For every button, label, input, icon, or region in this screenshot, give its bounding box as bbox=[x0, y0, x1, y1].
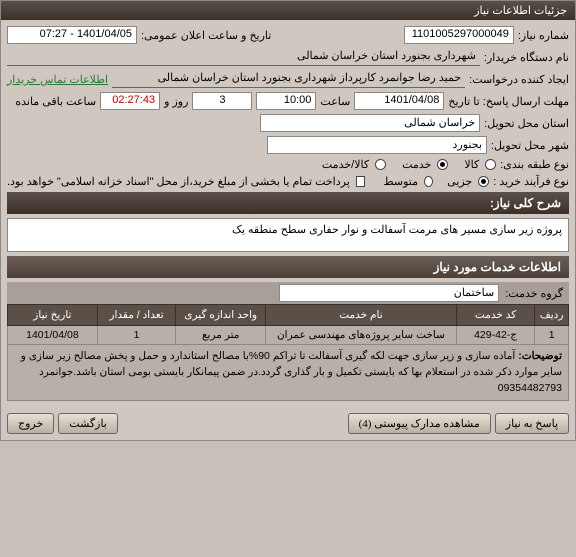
spec-text: آماده سازی و زیر سازی جهت لکه گیری آسفال… bbox=[21, 350, 562, 394]
city-label: شهر محل تحویل: bbox=[491, 139, 569, 152]
radio-goods[interactable] bbox=[485, 159, 496, 170]
service-group-row: گروه خدمت: ساختمان bbox=[7, 282, 569, 304]
need-desc-text: پروژه زیر سازی مسیر های مرمت آسفالت و نو… bbox=[7, 218, 569, 252]
treasury-checkbox[interactable] bbox=[356, 176, 365, 187]
td-qty: 1 bbox=[97, 326, 176, 345]
radio-goods-label: کالا bbox=[464, 158, 479, 171]
buyer-label: نام دستگاه خریدار: bbox=[484, 51, 569, 64]
table-row: 1 ج-42-429 ساخت سایر پروژه‌های مهندسی عم… bbox=[8, 326, 569, 345]
back-button[interactable]: بازگشت bbox=[58, 413, 118, 434]
spec-row: توضیحات: آماده سازی و زیر سازی جهت لکه گ… bbox=[8, 345, 569, 401]
radio-service[interactable] bbox=[437, 159, 448, 170]
services-band: اطلاعات خدمات مورد نیاز bbox=[7, 256, 569, 278]
deadline-date: 1401/04/08 bbox=[354, 92, 444, 110]
province-value: خراسان شمالی bbox=[260, 114, 480, 132]
th-qty: تعداد / مقدار bbox=[97, 305, 176, 326]
th-date: تاریخ نیاز bbox=[8, 305, 98, 326]
th-code: کد خدمت bbox=[456, 305, 535, 326]
days-left: 3 bbox=[192, 92, 252, 110]
deadline-label: مهلت ارسال پاسخ: تا تاریخ bbox=[448, 95, 569, 108]
td-row: 1 bbox=[535, 326, 569, 345]
radio-medium-label: متوسط bbox=[383, 175, 418, 188]
th-name: نام خدمت bbox=[266, 305, 457, 326]
radio-medium[interactable] bbox=[424, 176, 433, 187]
radio-minor[interactable] bbox=[478, 176, 489, 187]
deadline-time: 10:00 bbox=[256, 92, 316, 110]
th-unit: واحد اندازه گیری bbox=[176, 305, 266, 326]
need-no-label: شماره نیاز: bbox=[518, 29, 569, 42]
radio-both[interactable] bbox=[375, 159, 386, 170]
footer-bar: پاسخ به نیاز مشاهده مدارک پیوستی (4) باز… bbox=[1, 407, 575, 440]
radio-service-label: خدمت bbox=[402, 158, 431, 171]
attachments-button[interactable]: مشاهده مدارک پیوستی (4) bbox=[348, 413, 491, 434]
td-name: ساخت سایر پروژه‌های مهندسی عمران bbox=[266, 326, 457, 345]
type-label: نوع طبقه بندی: bbox=[500, 158, 569, 171]
service-group-value: ساختمان bbox=[279, 284, 499, 302]
td-unit: متر مربع bbox=[176, 326, 266, 345]
city-value: بجنورد bbox=[267, 136, 487, 154]
respond-button[interactable]: پاسخ به نیاز bbox=[495, 413, 569, 434]
service-group-label: گروه خدمت: bbox=[505, 287, 563, 300]
radio-both-label: کالا/خدمت bbox=[322, 158, 369, 171]
province-label: استان محل تحویل: bbox=[484, 117, 569, 130]
announce-label: تاریخ و ساعت اعلان عمومی: bbox=[141, 29, 271, 42]
exit-button[interactable]: خروج bbox=[7, 413, 54, 434]
remaining-label: ساعت باقی مانده bbox=[15, 95, 96, 108]
buyer-value: شهرداری بجنورد استان خراسان شمالی bbox=[7, 48, 480, 66]
radio-minor-label: جزیی bbox=[447, 175, 472, 188]
th-row: ردیف bbox=[535, 305, 569, 326]
deadline-hour-label: ساعت bbox=[320, 95, 350, 108]
creator-value: حمید رضا جوانمرد کارپرداز شهرداری بجنورد… bbox=[112, 70, 465, 88]
announce-value: 1401/04/05 - 07:27 bbox=[7, 26, 137, 44]
window-title: جزئیات اطلاعات نیاز bbox=[1, 1, 575, 20]
need-desc-band: شرح کلی نیاز: bbox=[7, 192, 569, 214]
spec-label: توضیحات: bbox=[518, 350, 562, 362]
countdown-timer: 02:27:43 bbox=[100, 92, 160, 110]
treasury-label: پرداخت تمام یا بخشی از مبلغ خرید،از محل … bbox=[7, 175, 350, 188]
td-date: 1401/04/08 bbox=[8, 326, 98, 345]
process-label: نوع فرآیند خرید : bbox=[493, 175, 569, 188]
need-no-value: 1101005297000049 bbox=[404, 26, 514, 44]
days-label: روز و bbox=[164, 95, 188, 108]
services-table: ردیف کد خدمت نام خدمت واحد اندازه گیری ت… bbox=[7, 304, 569, 401]
contact-link[interactable]: اطلاعات تماس خریدار bbox=[7, 73, 108, 86]
creator-label: ایجاد کننده درخواست: bbox=[469, 73, 569, 86]
td-code: ج-42-429 bbox=[456, 326, 535, 345]
